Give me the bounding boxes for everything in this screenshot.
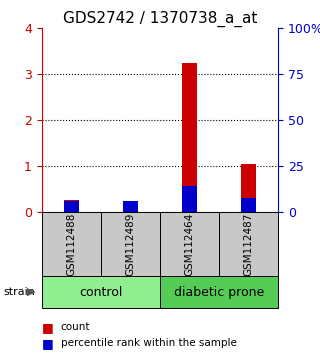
Bar — [42, 276, 160, 308]
Bar — [123, 201, 138, 212]
Bar — [160, 276, 278, 308]
Bar — [123, 204, 138, 212]
Bar — [64, 201, 79, 212]
Title: GDS2742 / 1370738_a_at: GDS2742 / 1370738_a_at — [63, 11, 257, 27]
Text: ▶: ▶ — [27, 287, 36, 297]
Bar — [160, 212, 219, 276]
Bar — [219, 212, 278, 276]
Bar — [241, 164, 256, 212]
Text: GSM112464: GSM112464 — [185, 212, 195, 276]
Text: GSM112488: GSM112488 — [66, 212, 76, 276]
Text: ■: ■ — [42, 337, 53, 350]
Bar — [182, 186, 197, 212]
Bar — [64, 200, 79, 212]
Bar — [241, 198, 256, 212]
Bar — [101, 212, 160, 276]
Text: strain: strain — [3, 287, 35, 297]
Text: count: count — [61, 322, 90, 332]
Text: GSM112487: GSM112487 — [244, 212, 254, 276]
Bar — [182, 63, 197, 212]
Text: percentile rank within the sample: percentile rank within the sample — [61, 338, 237, 348]
Text: diabetic prone: diabetic prone — [174, 286, 264, 298]
Text: GSM112489: GSM112489 — [125, 212, 135, 276]
Bar — [42, 212, 101, 276]
Text: control: control — [79, 286, 123, 298]
Text: ■: ■ — [42, 321, 53, 334]
